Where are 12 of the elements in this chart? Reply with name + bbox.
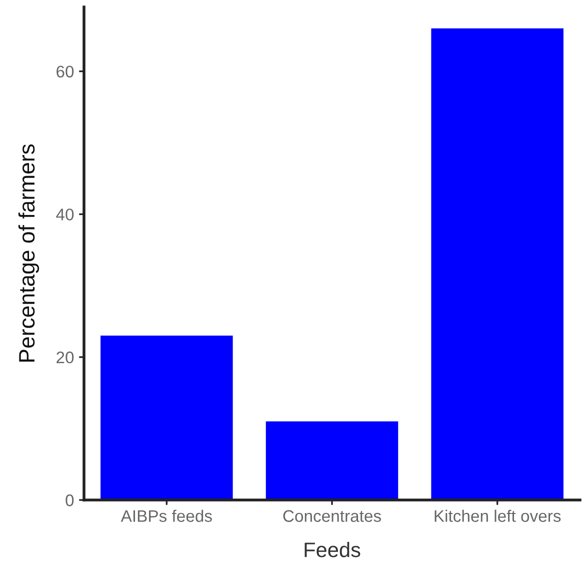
x-tick-label: Concentrates — [283, 510, 381, 522]
y-tick-label: 20 — [56, 352, 74, 364]
y-axis-title: Percentage of farmers — [18, 144, 40, 362]
bar — [100, 336, 233, 500]
x-tick-label: Kitchen left overs — [434, 510, 561, 522]
y-tick-label: 0 — [66, 494, 74, 506]
x-tick-label: AIBPs feeds — [120, 510, 212, 522]
y-tick-label: 40 — [56, 208, 74, 220]
x-axis-title: Feeds — [304, 542, 360, 558]
y-tick-label: 60 — [56, 66, 74, 78]
bar — [266, 421, 398, 500]
bar — [431, 28, 564, 500]
